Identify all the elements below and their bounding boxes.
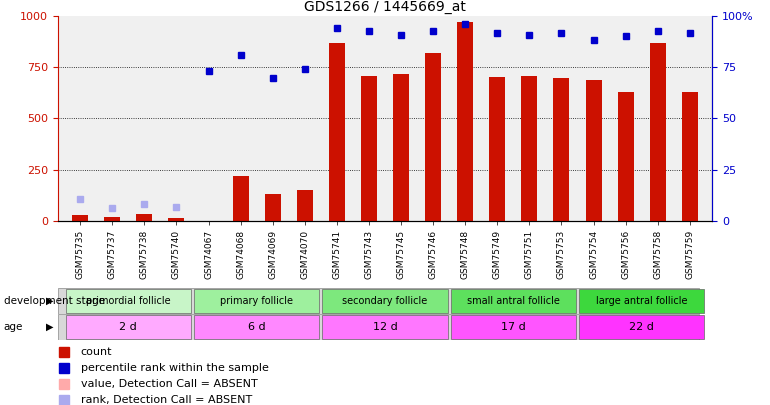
Text: large antral follicle: large antral follicle (596, 296, 688, 306)
Text: development stage: development stage (4, 296, 105, 306)
Bar (65, 315, 191, 339)
Text: 2 d: 2 d (119, 322, 137, 332)
Bar (323, 289, 447, 313)
Bar (104, 217, 120, 221)
Bar (554, 78, 570, 221)
Text: secondary follicle: secondary follicle (343, 296, 427, 306)
Text: small antral follicle: small antral follicle (467, 296, 560, 306)
Text: 12 d: 12 d (373, 322, 397, 332)
Text: age: age (4, 322, 23, 332)
Bar (425, 53, 441, 221)
Bar (393, 75, 409, 221)
Bar (450, 289, 576, 313)
Title: GDS1266 / 1445669_at: GDS1266 / 1445669_at (304, 0, 466, 14)
Bar (579, 289, 705, 313)
Bar (169, 217, 185, 221)
Bar (489, 77, 505, 221)
Bar (650, 43, 666, 221)
Text: rank, Detection Call = ABSENT: rank, Detection Call = ABSENT (81, 395, 252, 405)
Bar (136, 213, 152, 221)
Bar (579, 315, 705, 339)
Bar (361, 75, 377, 221)
Bar (329, 43, 345, 221)
Bar (450, 315, 576, 339)
Bar (194, 289, 320, 313)
Bar (72, 215, 89, 221)
Bar (296, 190, 313, 221)
Bar (521, 75, 537, 221)
Text: ▶: ▶ (46, 296, 54, 306)
Bar (65, 289, 191, 313)
Bar (681, 92, 698, 221)
Text: 6 d: 6 d (248, 322, 266, 332)
Bar (585, 80, 601, 221)
Text: count: count (81, 347, 112, 357)
Text: 17 d: 17 d (501, 322, 526, 332)
Text: value, Detection Call = ABSENT: value, Detection Call = ABSENT (81, 379, 257, 389)
Bar (323, 315, 447, 339)
Text: 22 d: 22 d (629, 322, 654, 332)
Bar (618, 92, 634, 221)
Bar (233, 176, 249, 221)
Text: primordial follicle: primordial follicle (86, 296, 171, 306)
Text: primary follicle: primary follicle (220, 296, 293, 306)
Text: percentile rank within the sample: percentile rank within the sample (81, 363, 269, 373)
Bar (457, 22, 474, 221)
Text: ▶: ▶ (46, 322, 54, 332)
Bar (194, 315, 320, 339)
Bar (265, 194, 281, 221)
